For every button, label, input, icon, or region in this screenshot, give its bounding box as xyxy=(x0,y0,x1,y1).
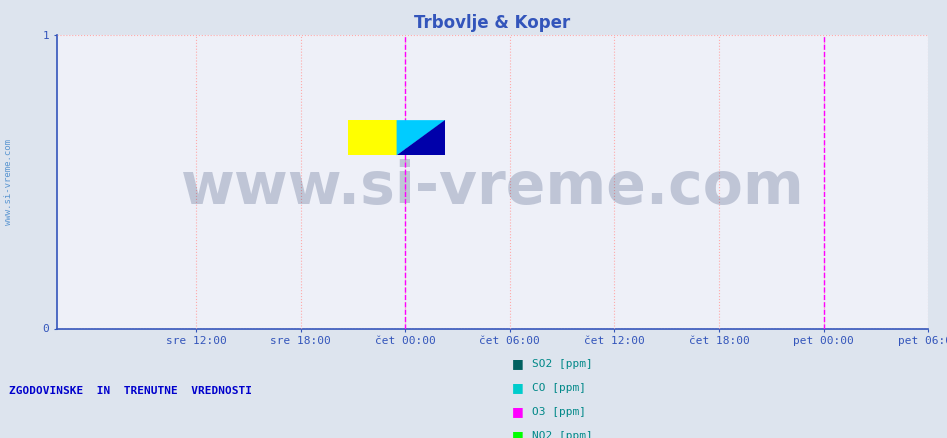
Polygon shape xyxy=(397,120,445,155)
Text: SO2 [ppm]: SO2 [ppm] xyxy=(532,359,593,368)
Text: www.si-vreme.com: www.si-vreme.com xyxy=(181,159,804,216)
Text: ■: ■ xyxy=(511,381,523,394)
Text: ZGODOVINSKE  IN  TRENUTNE  VREDNOSTI: ZGODOVINSKE IN TRENUTNE VREDNOSTI xyxy=(9,386,253,396)
Text: ■: ■ xyxy=(511,429,523,438)
Polygon shape xyxy=(348,120,397,155)
Text: ■: ■ xyxy=(511,357,523,370)
Text: O3 [ppm]: O3 [ppm] xyxy=(532,407,586,417)
Text: www.si-vreme.com: www.si-vreme.com xyxy=(5,139,13,225)
Polygon shape xyxy=(397,120,445,155)
Text: NO2 [ppm]: NO2 [ppm] xyxy=(532,431,593,438)
Text: CO [ppm]: CO [ppm] xyxy=(532,383,586,392)
Title: Trbovlje & Koper: Trbovlje & Koper xyxy=(415,14,570,32)
Text: ■: ■ xyxy=(511,405,523,418)
